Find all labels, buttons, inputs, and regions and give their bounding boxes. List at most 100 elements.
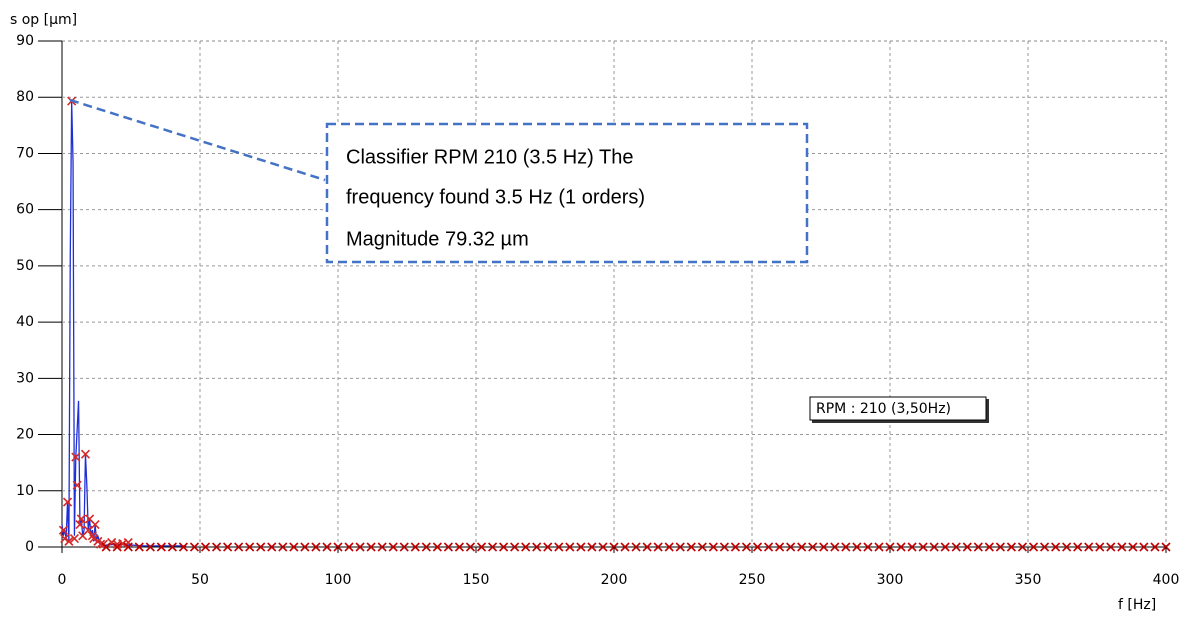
x-tick-label: 200 (601, 572, 628, 588)
y-tick-label: 60 (16, 202, 34, 218)
x-axis-label: f [Hz] (1118, 597, 1156, 613)
peak-marker (543, 542, 553, 552)
peak-marker (863, 542, 873, 552)
peak-marker (366, 542, 376, 552)
peak-marker (377, 542, 387, 552)
peak-marker (90, 519, 100, 530)
peak-marker (465, 542, 476, 552)
peak-marker (355, 542, 365, 552)
peak-marker (1084, 542, 1094, 552)
peak-marker (388, 542, 398, 552)
peak-marker (686, 542, 696, 552)
peak-marker (289, 542, 299, 552)
peak-marker (642, 542, 652, 552)
peak-marker (69, 534, 79, 544)
peak-marker (89, 534, 99, 544)
x-tick-label: 0 (58, 572, 67, 588)
y-tick-label: 20 (16, 427, 34, 443)
peak-marker (487, 542, 498, 552)
peak-marker (410, 542, 420, 552)
peak-marker (256, 542, 266, 552)
peak-marker (874, 542, 884, 552)
peak-marker (112, 542, 122, 552)
peak-marker (697, 542, 707, 552)
peak-marker (83, 525, 93, 535)
peak-marker (156, 542, 166, 552)
peak-marker (554, 542, 564, 552)
peak-marker (929, 542, 939, 552)
peak-marker (830, 542, 840, 552)
peak-marker (1117, 542, 1127, 552)
peak-marker (245, 542, 255, 552)
peak-marker (587, 542, 597, 552)
rpm-label: RPM : 210 (3,50Hz) (816, 401, 951, 417)
peak-marker (443, 542, 453, 552)
peak-marker (145, 542, 155, 552)
peak-marker (167, 542, 177, 552)
peak-marker (797, 542, 807, 552)
peak-marker (763, 542, 774, 552)
rpm-label-box (809, 396, 987, 421)
peak-marker (741, 542, 752, 552)
peak-marker (1006, 542, 1017, 552)
peak-marker (819, 542, 829, 552)
annotation-leader (69, 98, 326, 182)
y-tick-label: 80 (16, 89, 34, 105)
peak-marker (841, 542, 851, 552)
y-axis-label: s op [µm] (10, 12, 77, 28)
peak-marker (510, 542, 520, 552)
peak-marker (752, 542, 763, 552)
peak-marker (532, 542, 542, 552)
x-tick-label: 250 (739, 572, 766, 588)
peak-marker (322, 542, 332, 552)
peak-marker (730, 542, 741, 552)
peak-marker (664, 542, 674, 552)
peak-marker (1028, 542, 1039, 552)
peak-marker (80, 449, 91, 459)
peak-marker (1150, 542, 1160, 552)
peak-marker (399, 542, 409, 552)
peak-marker (1139, 542, 1149, 552)
peak-marker (786, 542, 796, 552)
peak-marker (973, 542, 983, 552)
peak-marker (1095, 542, 1105, 552)
annotation-text: Classifier RPM 210 (3.5 Hz) The (346, 146, 634, 168)
peak-marker (1017, 542, 1028, 552)
peak-marker (189, 542, 200, 552)
peak-marker (76, 514, 86, 524)
peak-marker (58, 525, 68, 535)
x-tick-label: 100 (325, 572, 352, 588)
peak-marker (675, 542, 685, 552)
y-tick-label: 50 (16, 258, 34, 274)
peak-marker (60, 534, 70, 544)
peak-marker (300, 542, 310, 552)
peak-marker (620, 542, 630, 552)
peak-marker (211, 542, 222, 552)
peak-marker (962, 542, 972, 552)
peak-marker (123, 542, 133, 552)
peak-marker (234, 542, 244, 552)
peak-marker (499, 542, 509, 552)
peak-marker (1062, 542, 1072, 552)
peak-marker (101, 542, 111, 552)
peak-marker (432, 542, 442, 552)
annotation-text: Magnitude 79.32 µm (346, 228, 529, 250)
peak-marker (454, 542, 465, 552)
peak-marker (852, 542, 862, 552)
y-tick-label: 30 (16, 370, 34, 386)
peak-marker (421, 542, 431, 552)
peak-marker (1073, 542, 1083, 552)
peak-marker (918, 542, 928, 552)
y-tick-label: 0 (25, 539, 34, 555)
peak-marker (995, 542, 1005, 552)
peak-marker (940, 542, 950, 552)
peak-marker (71, 452, 81, 462)
x-tick-label: 350 (1015, 572, 1042, 588)
peak-marker (476, 542, 487, 552)
peak-marker (311, 542, 321, 552)
peak-marker (896, 542, 906, 552)
peak-marker (808, 542, 818, 552)
peak-marker (1039, 542, 1050, 552)
peak-marker (907, 542, 917, 552)
